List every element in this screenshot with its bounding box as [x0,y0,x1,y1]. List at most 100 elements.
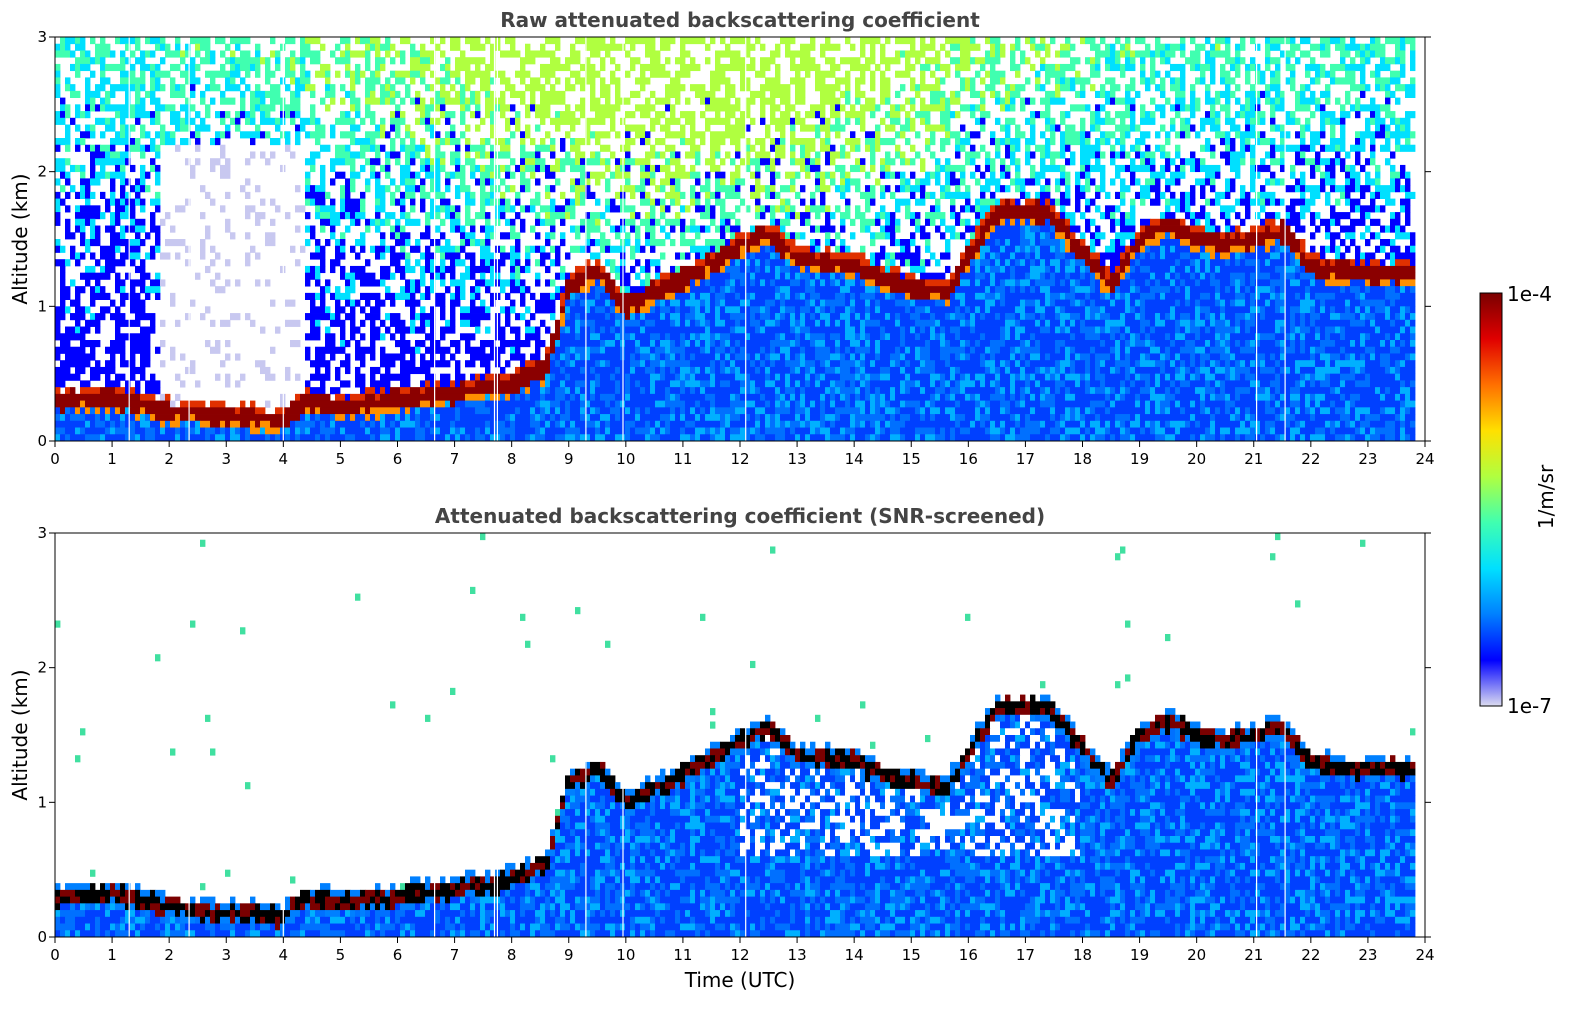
heatmap-cell [650,279,656,287]
heatmap-cell [1310,144,1316,152]
heatmap-cell [695,198,701,206]
heatmap-cell [845,97,851,105]
heatmap-cell [1190,97,1196,105]
heatmap-cell [1035,286,1041,294]
heatmap-cell [950,279,961,287]
heatmap-cell [885,252,891,260]
heatmap-cell [390,272,396,280]
heatmap-cell [1005,259,1011,267]
heatmap-cell [820,178,826,186]
heatmap-cell [1350,259,1356,267]
heatmap-cell [365,97,381,105]
heatmap-cell [1220,279,1231,287]
heatmap-cell [1240,326,1246,334]
heatmap-cell [1130,171,1136,179]
heatmap-cell [895,299,911,307]
heatmap-cell [1345,299,1351,307]
heatmap-cell [1140,131,1151,139]
heatmap-cell [905,212,911,220]
heatmap-cell [1345,326,1376,334]
heatmap-cell [565,77,571,85]
heatmap-cell [325,84,331,92]
heatmap-cell [970,158,976,166]
heatmap-cell [1355,97,1361,105]
heatmap-cell [1025,198,1036,206]
heatmap-cell [570,164,586,173]
heatmap-cell [1035,111,1041,119]
heatmap-cell [480,178,486,186]
heatmap-cell [450,84,456,92]
heatmap-cell [1045,70,1066,78]
heatmap-cell [675,252,681,260]
heatmap-cell [950,212,956,220]
heatmap-cell [1150,252,1156,260]
heatmap-cell [1125,84,1136,92]
heatmap-cell [1085,185,1091,193]
heatmap-cell [135,97,141,105]
heatmap-cell [655,272,661,280]
heatmap-cell [470,259,476,267]
heatmap-cell [450,138,461,146]
heatmap-cell [570,212,576,220]
heatmap-cell [1075,90,1081,98]
heatmap-cell [1215,286,1221,294]
heatmap-cell [1015,144,1021,152]
heatmap-cell [680,111,696,119]
heatmap-cell [1010,239,1021,247]
heatmap-cell [1220,252,1231,260]
heatmap-cell [1005,292,1046,300]
heatmap-cell [830,144,836,152]
heatmap-cell [945,225,956,233]
heatmap-cell [1340,239,1346,247]
heatmap-cell [625,239,631,247]
heatmap-cell [440,252,446,260]
heatmap-cell [1320,104,1326,112]
heatmap-cell [580,63,596,72]
heatmap-cell [1115,292,1121,300]
heatmap-cell [140,198,146,206]
heatmap-cell [1180,218,1186,226]
heatmap-cell [445,70,451,78]
heatmap-cell [825,171,831,179]
heatmap-cell [180,84,186,92]
heatmap-cell [995,90,1001,98]
heatmap-cell [425,117,431,125]
heatmap-cell [1410,313,1416,321]
heatmap-cell [530,225,536,233]
heatmap-cell [325,279,331,287]
heatmap-cell [1370,198,1376,206]
heatmap-cell [710,131,746,139]
heatmap-cell [60,272,66,280]
heatmap-cell [1215,245,1231,253]
heatmap-cell [300,57,306,65]
heatmap-cell [1065,272,1071,280]
heatmap-cell [1125,97,1136,105]
heatmap-cell [345,90,351,98]
heatmap-cell [65,191,71,199]
heatmap-cell [355,218,361,226]
heatmap-cell [1070,286,1076,294]
heatmap-cell [135,104,146,112]
heatmap-cell [925,239,931,247]
heatmap-cell [705,198,711,206]
heatmap-cell [65,158,71,166]
heatmap-cell [840,185,846,193]
heatmap-cell [585,191,596,199]
heatmap-cell [750,279,756,287]
heatmap-cell [330,319,346,327]
heatmap-cell [805,218,811,226]
heatmap-cell [75,144,81,152]
heatmap-cell [770,164,776,173]
heatmap-cell [125,97,131,105]
heatmap-cell [755,171,761,179]
heatmap-cell [100,131,106,139]
heatmap-cell [345,111,351,119]
heatmap-cell [860,117,866,125]
heatmap-cell [1185,158,1196,166]
heatmap-cell [1385,84,1391,92]
heatmap-cell [1005,245,1016,253]
heatmap-cell [900,84,906,92]
heatmap-cell [1150,218,1161,226]
heatmap-cell [1255,265,1261,274]
heatmap-cell [820,144,831,152]
